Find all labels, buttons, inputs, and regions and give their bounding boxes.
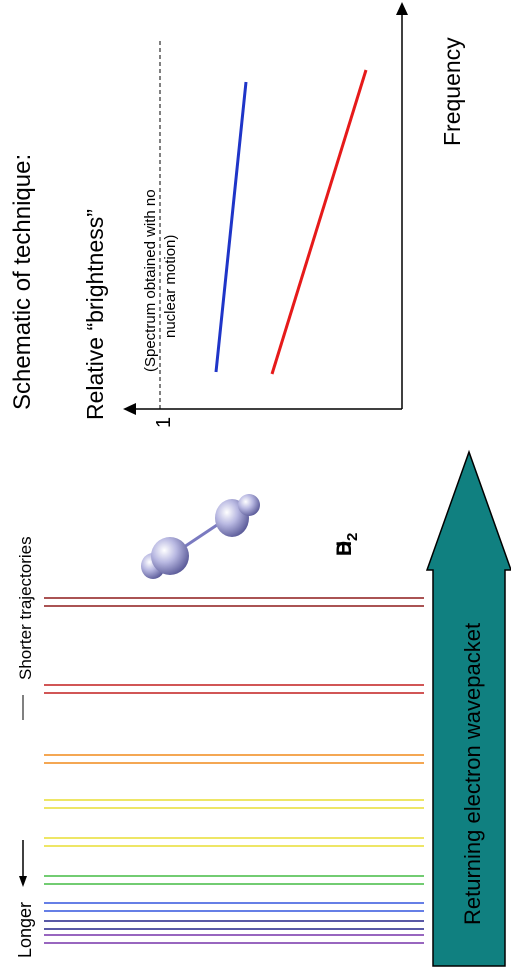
y-axis-arrowhead (123, 403, 136, 415)
x-axis-label: Frequency (439, 37, 465, 146)
diagram-title: Schematic of technique: (9, 154, 36, 410)
y-tick-label-1: 1 (153, 417, 175, 428)
arrow-label: Returning electron wavepacket (460, 623, 485, 925)
annotation-line-2: nuclear motion) (162, 235, 179, 338)
y-axis-label: Relative “brightness” (82, 209, 108, 420)
longer-arrow (19, 840, 27, 887)
molecule-label-subscript: 2 (344, 533, 361, 541)
annotation-line-1: (Spectrum obtained with no (142, 189, 159, 372)
molecule-label-d: D (333, 541, 356, 556)
shorter-trajectories-label: Shorter trajectories (16, 536, 35, 680)
x-axis-arrowhead (396, 2, 408, 15)
series-line-blue (214, 81, 248, 373)
molecule-icon (141, 494, 260, 579)
returning-wavepacket-arrow (425, 449, 511, 967)
molecule-label-h: H (333, 541, 356, 556)
longer-label: Longer (15, 902, 35, 958)
molecule-label: D H 2 (333, 533, 361, 556)
series-line-red (270, 69, 368, 375)
trajectory-lines (44, 597, 424, 944)
